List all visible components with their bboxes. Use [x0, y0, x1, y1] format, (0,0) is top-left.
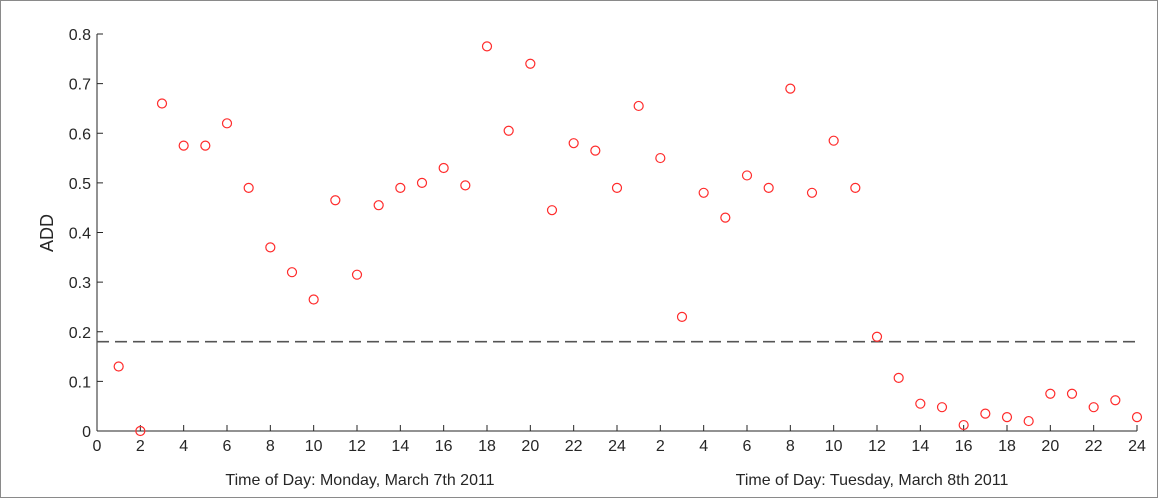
data-points [113, 41, 1143, 437]
data-point [915, 398, 926, 409]
x-axis-label-monday: Time of Day: Monday, March 7th 2011 [225, 472, 494, 489]
y-tick-label: 0.2 [69, 325, 91, 342]
x-tick-label: 20 [1041, 438, 1059, 455]
data-point [1110, 395, 1121, 406]
data-point [221, 118, 233, 129]
axes: 00.10.20.30.40.50.60.70.80 2 4 6 8 10 12 14 16 18… [69, 27, 1146, 455]
y-tick-label: 0.6 [69, 126, 91, 143]
data-point [1131, 412, 1143, 423]
y-axis-label: ADD [37, 214, 57, 252]
x-tick-label: 4 [179, 438, 188, 455]
data-point [850, 182, 861, 193]
x-tick-label: 6 [743, 438, 752, 455]
x-tick-label: 16 [955, 438, 973, 455]
data-point [546, 205, 558, 216]
data-point [936, 402, 948, 413]
x-tick-label: 8 [266, 438, 275, 455]
x-tick-label: 6 [223, 438, 232, 455]
data-point [980, 408, 991, 419]
data-point [135, 425, 146, 437]
y-tick-label: 0.3 [69, 275, 91, 292]
x-tick-label: 22 [565, 438, 583, 455]
data-point [200, 140, 211, 151]
data-point [1088, 402, 1099, 413]
data-point [243, 182, 254, 193]
data-point [156, 98, 168, 109]
y-tick-label: 0.4 [69, 226, 91, 243]
x-tick-label: 10 [305, 438, 323, 455]
data-point [611, 182, 623, 193]
data-point [395, 182, 406, 193]
data-point [893, 372, 904, 384]
data-point [265, 242, 276, 253]
x-tick-label: 16 [435, 438, 453, 455]
x-tick-label: 24 [608, 438, 626, 455]
x-tick-label: 2 [656, 438, 665, 455]
data-point [286, 267, 298, 278]
data-point [438, 162, 449, 174]
x-tick-label: 14 [391, 438, 409, 455]
y-tick-label: 0.8 [69, 27, 91, 44]
data-point [503, 125, 514, 136]
data-point [568, 138, 579, 149]
data-point [1045, 388, 1056, 399]
data-point [633, 100, 644, 112]
x-tick-label: 24 [1128, 438, 1146, 455]
x-tick-label: 0 [93, 438, 102, 455]
data-point [828, 135, 839, 146]
x-tick-label: 18 [998, 438, 1016, 455]
x-tick-label: 10 [825, 438, 843, 455]
data-point [460, 180, 471, 191]
data-point [178, 140, 189, 151]
data-point [416, 177, 428, 188]
x-tick-label: 12 [348, 438, 366, 455]
x-tick-label: 8 [786, 438, 795, 455]
data-point [958, 419, 969, 431]
y-tick-label: 0.1 [69, 374, 91, 391]
data-point [1001, 412, 1013, 423]
data-point [481, 41, 493, 52]
data-point [741, 170, 753, 181]
data-point [590, 145, 601, 156]
x-tick-label: 14 [911, 438, 929, 455]
x-tick-label: 18 [478, 438, 496, 455]
y-tick-label: 0.7 [69, 77, 91, 94]
x-tick-label: 4 [699, 438, 708, 455]
x-tick-label: 2 [136, 438, 145, 455]
data-point [763, 182, 774, 193]
data-point [373, 200, 384, 211]
x-tick-label: 20 [521, 438, 539, 455]
data-point [113, 361, 124, 372]
data-point [525, 58, 536, 69]
data-point [1066, 388, 1078, 399]
y-tick-label: 0.5 [69, 176, 91, 193]
x-tick-label: 12 [868, 438, 886, 455]
data-point [1023, 415, 1034, 427]
data-point [351, 269, 363, 280]
data-point [871, 331, 883, 342]
data-point [330, 195, 341, 206]
data-point [785, 83, 796, 94]
data-point [806, 187, 818, 198]
data-point [698, 187, 709, 198]
x-tick-label: 22 [1085, 438, 1103, 455]
data-point [655, 152, 666, 164]
data-point [308, 294, 319, 305]
x-axis-label-tuesday: Time of Day: Tuesday, March 8th 2011 [736, 472, 1009, 489]
y-tick-label: 0 [82, 424, 91, 441]
data-point [720, 212, 731, 223]
data-point [676, 311, 688, 322]
